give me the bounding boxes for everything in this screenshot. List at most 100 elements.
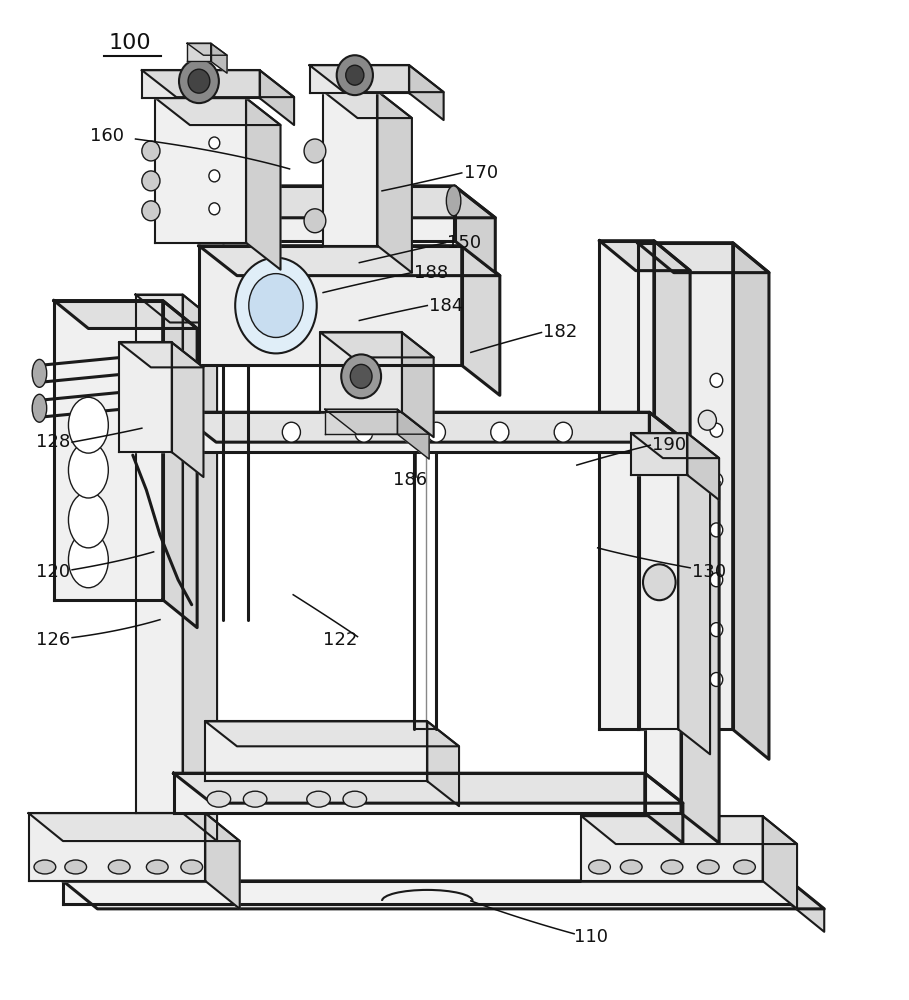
Polygon shape: [320, 332, 434, 357]
Circle shape: [345, 65, 364, 85]
Polygon shape: [644, 452, 681, 813]
Circle shape: [341, 354, 381, 398]
Circle shape: [179, 59, 219, 103]
Circle shape: [305, 139, 325, 163]
Text: 110: 110: [574, 928, 608, 946]
Circle shape: [188, 69, 210, 93]
Text: 184: 184: [429, 297, 464, 315]
Circle shape: [710, 373, 723, 387]
Circle shape: [305, 209, 325, 233]
Polygon shape: [246, 98, 281, 270]
Circle shape: [710, 573, 723, 587]
Polygon shape: [323, 91, 412, 118]
Polygon shape: [54, 301, 197, 328]
Ellipse shape: [244, 791, 267, 807]
Ellipse shape: [65, 860, 86, 874]
Ellipse shape: [343, 791, 366, 807]
Polygon shape: [28, 813, 240, 841]
Ellipse shape: [108, 860, 130, 874]
Polygon shape: [165, 186, 495, 218]
Polygon shape: [377, 91, 412, 273]
Polygon shape: [260, 70, 295, 125]
Ellipse shape: [589, 860, 610, 874]
Ellipse shape: [68, 397, 108, 453]
Polygon shape: [733, 243, 769, 759]
Polygon shape: [199, 246, 500, 276]
Polygon shape: [178, 412, 649, 452]
Circle shape: [209, 170, 220, 182]
Polygon shape: [205, 721, 459, 746]
Polygon shape: [600, 241, 690, 271]
Polygon shape: [402, 332, 434, 437]
Polygon shape: [320, 332, 402, 412]
Polygon shape: [681, 452, 719, 843]
Polygon shape: [600, 241, 654, 729]
Text: 182: 182: [544, 323, 577, 341]
Polygon shape: [582, 816, 763, 881]
Circle shape: [336, 55, 373, 95]
Polygon shape: [644, 452, 719, 482]
Polygon shape: [165, 186, 454, 241]
Polygon shape: [119, 342, 172, 452]
Polygon shape: [763, 816, 797, 909]
Polygon shape: [582, 816, 797, 844]
Circle shape: [554, 422, 573, 442]
Text: 120: 120: [35, 563, 70, 581]
Ellipse shape: [32, 359, 46, 387]
Circle shape: [427, 422, 445, 442]
Circle shape: [710, 673, 723, 686]
Circle shape: [142, 201, 160, 221]
Polygon shape: [183, 295, 217, 841]
Ellipse shape: [68, 442, 108, 498]
Polygon shape: [644, 773, 683, 843]
Polygon shape: [640, 435, 710, 460]
Text: 100: 100: [108, 33, 151, 53]
Text: 160: 160: [90, 127, 125, 145]
Circle shape: [710, 623, 723, 637]
Polygon shape: [54, 301, 163, 600]
Ellipse shape: [146, 860, 168, 874]
Circle shape: [142, 141, 160, 161]
Polygon shape: [155, 98, 246, 243]
Polygon shape: [187, 43, 211, 61]
Polygon shape: [205, 721, 427, 781]
Circle shape: [209, 137, 220, 149]
Ellipse shape: [68, 492, 108, 548]
Polygon shape: [309, 65, 444, 92]
Circle shape: [491, 422, 509, 442]
Text: 190: 190: [652, 436, 686, 454]
Polygon shape: [640, 435, 678, 729]
Polygon shape: [637, 243, 733, 729]
Ellipse shape: [181, 860, 203, 874]
Polygon shape: [63, 881, 824, 909]
Polygon shape: [174, 773, 683, 803]
Polygon shape: [654, 241, 690, 759]
Polygon shape: [187, 43, 227, 55]
Polygon shape: [409, 65, 444, 120]
Text: 122: 122: [323, 631, 357, 649]
Ellipse shape: [620, 860, 642, 874]
Ellipse shape: [446, 186, 461, 216]
Polygon shape: [309, 65, 409, 93]
Polygon shape: [462, 246, 500, 395]
Polygon shape: [790, 881, 824, 932]
Circle shape: [283, 422, 301, 442]
Ellipse shape: [235, 258, 316, 353]
Ellipse shape: [734, 860, 755, 874]
Polygon shape: [155, 98, 281, 125]
Polygon shape: [205, 813, 240, 909]
Text: 128: 128: [35, 433, 70, 451]
Circle shape: [142, 171, 160, 191]
Text: 170: 170: [464, 164, 498, 182]
Polygon shape: [63, 881, 790, 904]
Polygon shape: [119, 342, 204, 367]
Polygon shape: [631, 433, 719, 458]
Polygon shape: [211, 43, 227, 73]
Polygon shape: [323, 91, 377, 246]
Polygon shape: [142, 70, 260, 98]
Polygon shape: [454, 186, 495, 273]
Text: 130: 130: [692, 563, 726, 581]
Ellipse shape: [306, 791, 330, 807]
Polygon shape: [678, 435, 710, 754]
Polygon shape: [135, 295, 183, 813]
